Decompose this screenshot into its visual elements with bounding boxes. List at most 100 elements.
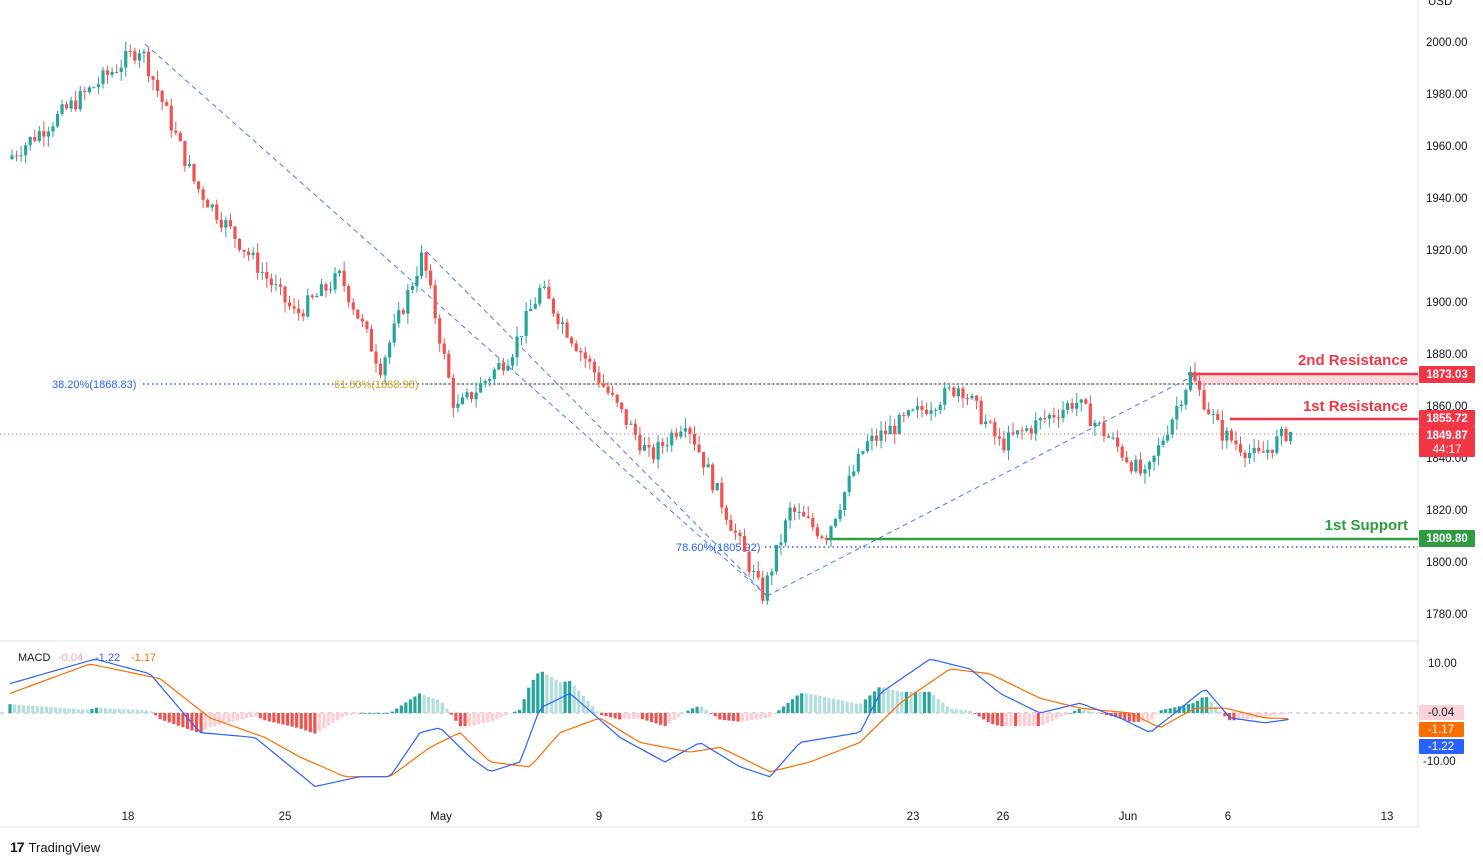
- candle: [688, 425, 692, 444]
- candle: [438, 314, 442, 353]
- candle: [929, 401, 933, 421]
- fib-786-label: 78.60%(1805.92): [676, 542, 760, 554]
- macd-bar: [686, 710, 690, 713]
- candle: [1034, 412, 1038, 442]
- candle: [183, 140, 187, 172]
- macd-bar: [922, 691, 927, 713]
- candle: [611, 385, 615, 397]
- macd-bar: [131, 709, 135, 713]
- price-axis[interactable]: 2000.00 1980.00 1960.00 1940.00 1920.00 1900.…: [1426, 37, 1468, 621]
- candle: [574, 340, 578, 353]
- macd-bar: [199, 713, 203, 733]
- candle: [274, 274, 278, 291]
- candle: [1234, 431, 1238, 451]
- candle: [1197, 372, 1202, 397]
- macd-bar: [363, 713, 367, 714]
- candle: [920, 400, 924, 417]
- macd-bar: [927, 691, 931, 713]
- macd-bar: [818, 695, 822, 713]
- candle: [92, 86, 96, 89]
- macd-bar: [609, 713, 613, 718]
- macd-bar: [913, 691, 918, 713]
- macd-bar: [167, 713, 171, 723]
- candle: [105, 65, 110, 84]
- macd-bar: [791, 699, 795, 713]
- macd-hist-badge: -0.04: [1419, 705, 1464, 720]
- candle: [1138, 452, 1142, 477]
- macd-bar: [1273, 713, 1277, 716]
- macd-bar: [568, 681, 572, 713]
- macd-bar: [172, 713, 176, 725]
- macd-bar: [1218, 711, 1222, 713]
- macd-hist-badge-value: -0.04: [1428, 707, 1455, 719]
- macd-bar: [499, 713, 503, 718]
- time-axis[interactable]: 18 25 May 9 16 23 26 Jun 6 13: [122, 811, 1394, 823]
- candle: [406, 283, 410, 324]
- candle: [1020, 426, 1024, 440]
- macd-bar: [477, 713, 481, 725]
- macd-bar: [727, 713, 731, 721]
- candle: [533, 297, 537, 310]
- macd-bar: [768, 713, 772, 718]
- macd-bar: [1232, 713, 1236, 721]
- macd-bar: [1050, 713, 1054, 721]
- macd-bar: [481, 713, 485, 724]
- candle: [1070, 398, 1074, 413]
- candle: [28, 136, 32, 151]
- fib-drawings[interactable]: [144, 43, 1198, 597]
- macd-bar: [181, 713, 185, 728]
- candle: [479, 377, 483, 394]
- macd-bar: [859, 703, 863, 713]
- tradingview-brand[interactable]: 17 TradingView: [10, 839, 100, 855]
- macd-bar: [367, 713, 372, 714]
- macd-bar: [458, 713, 463, 727]
- candle: [515, 326, 519, 367]
- macd-bar: [822, 696, 827, 713]
- candle: [765, 571, 769, 605]
- macd-bar: [991, 713, 995, 725]
- fib-trend-line-1[interactable]: [144, 43, 768, 597]
- macd-line-badge-value: -1.22: [1428, 741, 1454, 753]
- candle: [1066, 400, 1070, 415]
- candle: [433, 279, 437, 325]
- candle: [934, 407, 938, 417]
- candle: [1088, 395, 1092, 427]
- macd-bar: [590, 706, 594, 713]
- candle: [702, 451, 706, 476]
- time-tick: May: [430, 811, 452, 823]
- macd-bar: [963, 710, 968, 713]
- resistance1-value: 1855.72: [1426, 413, 1468, 425]
- macd-bar: [1241, 713, 1245, 720]
- macd-bar: [272, 713, 276, 723]
- macd-bar: [467, 713, 472, 727]
- macd-bar: [1195, 700, 1200, 713]
- candle: [419, 245, 424, 279]
- candle: [779, 533, 783, 556]
- macd-bar: [22, 705, 26, 713]
- candle: [1084, 397, 1088, 405]
- candlestick-series: [10, 41, 1293, 605]
- candle: [201, 186, 205, 209]
- candle: [87, 85, 91, 95]
- macd-bar: [1259, 713, 1263, 718]
- macd-bar: [267, 713, 271, 722]
- candle: [169, 98, 173, 138]
- macd-bar: [654, 713, 658, 724]
- candle: [952, 386, 956, 399]
- candle: [55, 110, 60, 129]
- candle: [661, 438, 665, 455]
- macd-bar: [126, 709, 130, 713]
- macd-bar: [399, 705, 403, 713]
- macd-bar: [163, 713, 167, 721]
- macd-bar: [99, 707, 103, 713]
- macd-bar: [845, 701, 849, 713]
- candle: [1225, 426, 1229, 449]
- macd-bar: [413, 696, 417, 713]
- candle: [674, 427, 678, 441]
- macd-bar: [235, 713, 240, 721]
- macd-bar: [622, 713, 626, 720]
- macd-bar: [1059, 713, 1063, 717]
- macd-bar: [1009, 713, 1013, 727]
- candle: [542, 280, 546, 290]
